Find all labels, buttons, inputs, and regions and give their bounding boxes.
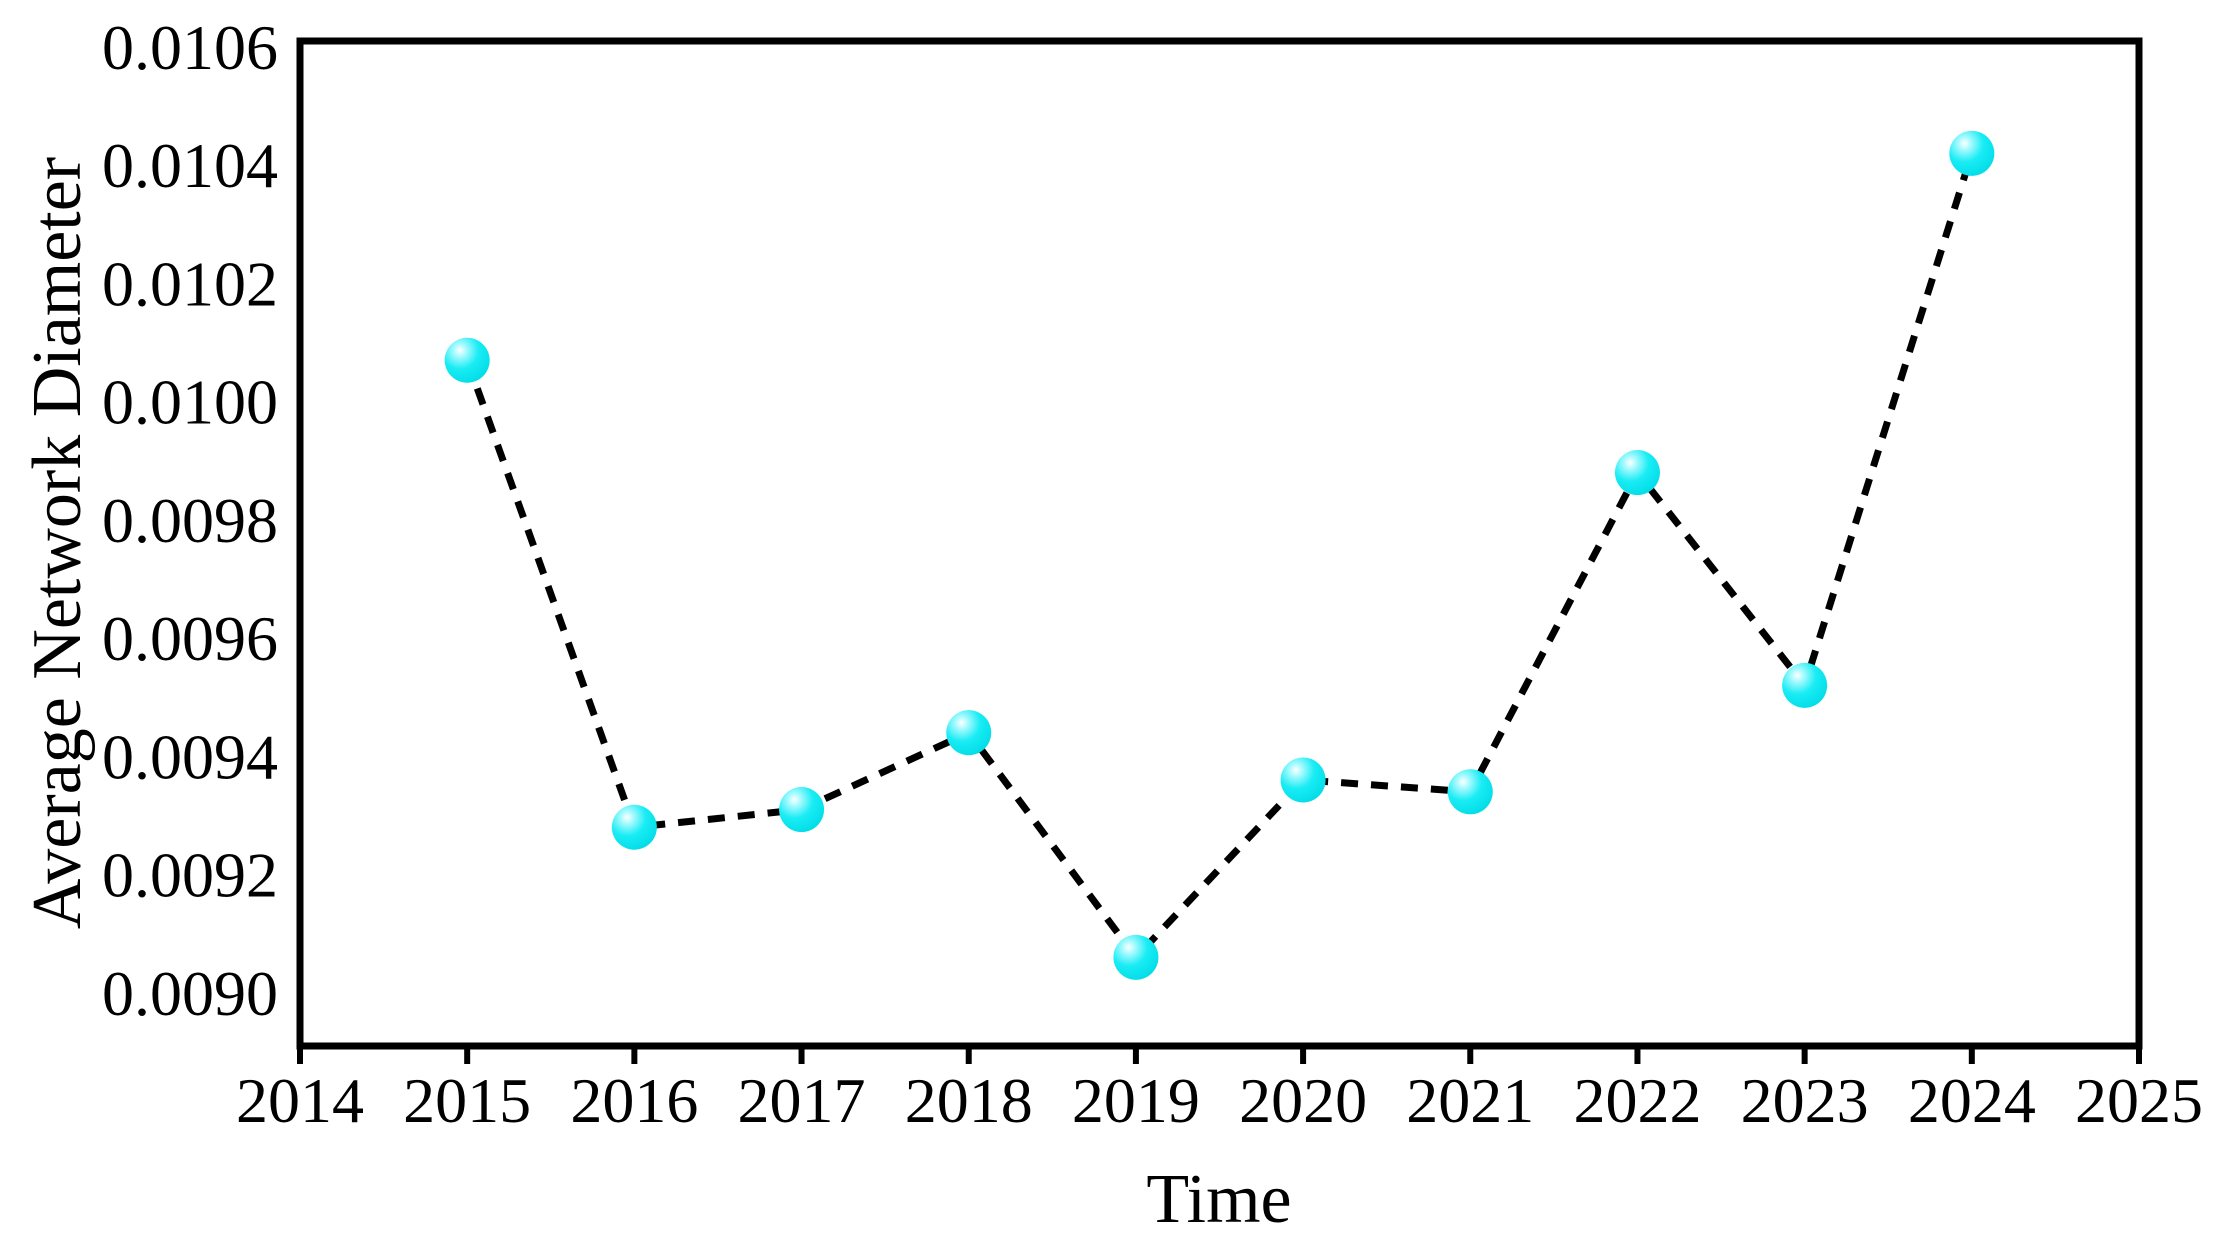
x-axis-ticks: 2014 2015 2016 2017 2018 2019 2020 2021 2022 2023… — [236, 1046, 2203, 1136]
data-point-2021 — [1447, 769, 1493, 815]
x-tick-label-2019: 2019 — [1072, 1065, 1200, 1136]
data-point-2018 — [946, 710, 992, 756]
y-tick-label-0.0098: 0.0098 — [102, 485, 278, 556]
y-tick-label-0.0090: 0.0090 — [102, 958, 278, 1029]
data-point-2015 — [444, 337, 490, 383]
data-point-2020 — [1280, 757, 1326, 803]
data-point-2019 — [1113, 934, 1159, 980]
x-axis-title: Time — [1146, 1161, 1291, 1238]
x-tick-label-2017: 2017 — [738, 1065, 866, 1136]
plot-frame — [296, 37, 2143, 1050]
y-tick-label-0.0100: 0.0100 — [102, 367, 278, 438]
x-tick-label-2024: 2024 — [1908, 1065, 2036, 1136]
x-tick-label-2021: 2021 — [1406, 1065, 1534, 1136]
x-tick-label-2014: 2014 — [236, 1065, 364, 1136]
x-tick-label-2016: 2016 — [570, 1065, 698, 1136]
y-tick-label-0.0104: 0.0104 — [102, 130, 278, 201]
y-tick-label-0.0096: 0.0096 — [102, 603, 278, 674]
x-tick-label-2018: 2018 — [905, 1065, 1033, 1136]
y-tick-label-0.0106: 0.0106 — [102, 12, 278, 83]
x-tick-label-2015: 2015 — [403, 1065, 531, 1136]
plot-frame-group — [296, 37, 2143, 1050]
x-tick-label-2025: 2025 — [2075, 1065, 2203, 1136]
data-series — [444, 130, 1995, 980]
data-point-2024 — [1949, 130, 1995, 176]
series-line — [463, 152, 1976, 963]
data-point-2016 — [611, 804, 657, 850]
y-axis-ticks: 0.0106 0.0104 0.0102 0.0100 0.0098 0.0096 0.00… — [102, 12, 278, 1029]
y-tick-label-0.0092: 0.0092 — [102, 840, 278, 911]
y-tick-label-0.0102: 0.0102 — [102, 248, 278, 319]
data-point-2022 — [1614, 450, 1660, 496]
x-tick-label-2022: 2022 — [1573, 1065, 1701, 1136]
data-point-2023 — [1782, 662, 1828, 708]
y-tick-label-0.0094: 0.0094 — [102, 721, 278, 792]
x-tick-label-2023: 2023 — [1741, 1065, 1869, 1136]
y-axis-title: Average Network Diameter — [19, 157, 96, 929]
x-tick-label-2020: 2020 — [1239, 1065, 1367, 1136]
data-point-2017 — [779, 787, 825, 833]
